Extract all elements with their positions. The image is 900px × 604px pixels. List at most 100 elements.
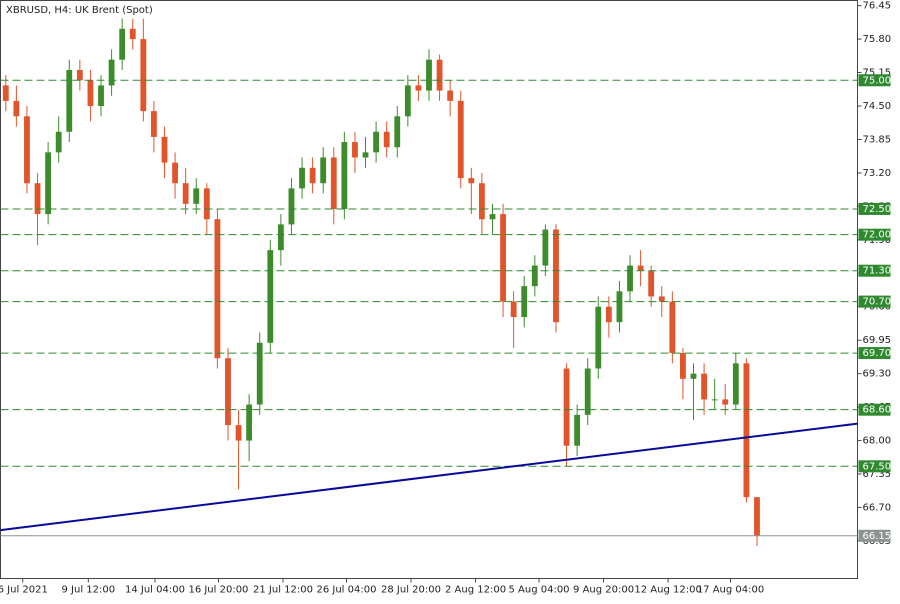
candle-body	[362, 152, 369, 158]
candle-body	[415, 85, 422, 91]
candle-body	[341, 142, 348, 209]
candle-body	[531, 265, 538, 287]
candle-body	[404, 85, 411, 117]
x-tick-label: 6 Jul 2021	[0, 585, 48, 596]
candle-body	[711, 399, 718, 401]
candle-body	[182, 183, 189, 204]
y-tick-label: 75.80	[863, 34, 892, 45]
candle-body	[246, 404, 253, 441]
level-label: 67.50	[863, 461, 892, 472]
candle-body	[680, 353, 686, 379]
candle-body	[754, 497, 760, 536]
candle-body	[478, 183, 485, 220]
candle-body	[108, 59, 115, 86]
y-tick-label: 73.85	[863, 134, 892, 145]
candle-body	[2, 85, 9, 101]
candle-body	[161, 136, 168, 163]
level-label-box	[858, 460, 891, 473]
level-label: 72.00	[863, 230, 892, 241]
level-label: 70.70	[863, 297, 892, 308]
level-label: 68.60	[863, 405, 892, 416]
y-tick-label: 67.35	[863, 469, 892, 480]
y-tick-label: 69.95	[863, 335, 892, 346]
candle-body	[299, 167, 305, 189]
level-label-box	[858, 403, 891, 416]
price-label: 66.15	[863, 531, 892, 542]
y-tick-label: 68.00	[863, 436, 892, 447]
candle-body	[394, 116, 401, 148]
candle-body	[193, 188, 200, 204]
level-label-box	[858, 228, 891, 241]
level-label: 69.70	[863, 348, 892, 359]
candle-body	[616, 291, 623, 323]
candle-body	[76, 69, 83, 81]
x-tick-label: 21 Jul 12:00	[253, 585, 313, 596]
level-label-box	[858, 295, 891, 308]
candle-body	[595, 306, 602, 369]
level-label-box	[858, 74, 891, 87]
y-tick-label: 75.15	[863, 68, 892, 79]
candle-body	[352, 142, 358, 158]
candle-body	[627, 265, 633, 292]
candle-body	[267, 250, 274, 343]
x-tick-label: 2 Aug 12:00	[445, 585, 506, 596]
y-tick-label: 66.70	[863, 502, 892, 513]
x-tick-label: 9 Jul 12:00	[62, 585, 116, 596]
candle-body	[330, 157, 337, 209]
candle-body	[277, 224, 284, 251]
candle-body	[34, 183, 41, 215]
candle-body	[690, 373, 697, 379]
x-tick-label: 14 Jul 04:00	[125, 585, 185, 596]
candle-body	[66, 69, 73, 132]
candle-body	[235, 425, 242, 441]
candle-body	[98, 85, 104, 107]
candle-body	[225, 358, 231, 426]
candle-body	[648, 270, 655, 297]
y-tick-label: 73.20	[863, 168, 892, 179]
candle-body	[436, 59, 443, 91]
candle-body	[658, 296, 665, 302]
candle-body	[510, 301, 517, 318]
candle-body	[320, 157, 327, 184]
candle-body	[489, 214, 496, 220]
candle-body	[584, 368, 591, 415]
level-label: 72.50	[863, 204, 892, 215]
y-tick-label: 69.30	[863, 369, 892, 380]
x-tick-label: 28 Jul 20:00	[381, 585, 441, 596]
candle-body	[563, 368, 570, 446]
candle-body	[55, 131, 62, 153]
x-tick-label: 16 Jul 20:00	[188, 585, 248, 596]
candle-body	[288, 188, 295, 225]
y-tick-label: 74.50	[863, 101, 892, 112]
candle-body	[119, 28, 126, 60]
candle-body	[203, 188, 210, 220]
candle-body	[140, 39, 147, 112]
candle-body	[500, 214, 506, 302]
candle-body	[574, 414, 581, 446]
candle-body	[732, 363, 739, 405]
level-label-box	[858, 202, 891, 215]
candle-body	[383, 131, 390, 148]
level-label-box	[858, 264, 891, 277]
candle-body	[172, 162, 178, 184]
level-label: 71.30	[863, 266, 892, 277]
candle-body	[13, 100, 20, 117]
candle-body	[309, 167, 316, 184]
candle-body	[45, 152, 52, 215]
candle-body	[553, 229, 559, 323]
price-label-box	[858, 529, 891, 542]
candle-body	[468, 178, 475, 184]
candle-body	[669, 301, 676, 354]
candle-body	[637, 265, 644, 271]
candle-body	[256, 342, 263, 405]
candle-body	[743, 363, 750, 498]
candle-body	[722, 399, 729, 405]
candle-body	[151, 111, 157, 137]
level-label: 75.00	[863, 75, 892, 86]
candle-body	[701, 373, 707, 400]
x-tick-label: 5 Aug 04:00	[508, 585, 569, 596]
candle-body	[87, 80, 94, 107]
x-tick-label: 17 Aug 04:00	[697, 585, 764, 596]
candle-body	[24, 116, 30, 184]
